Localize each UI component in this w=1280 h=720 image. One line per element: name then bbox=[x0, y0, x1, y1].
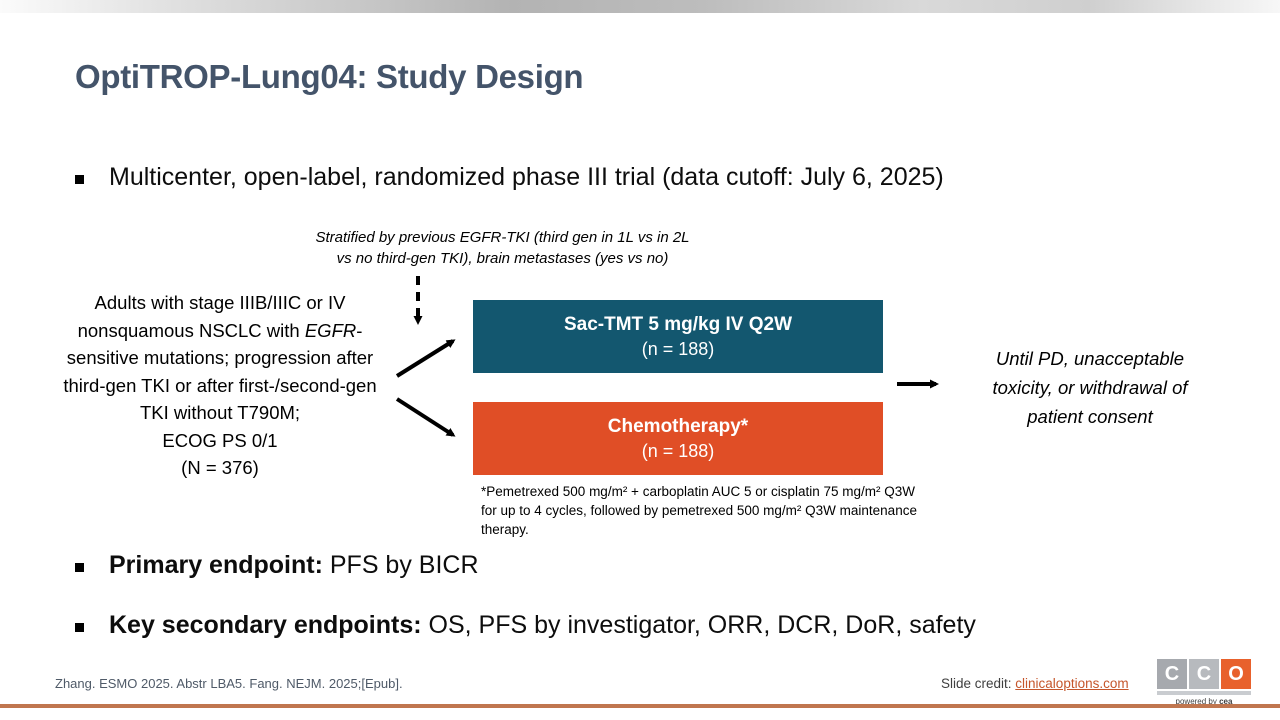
secondary-endpoints-value: OS, PFS by investigator, ORR, DCR, DoR, … bbox=[421, 611, 976, 639]
population-text-intro: Adults with stage IIIB/IIIC or IV nonsqu… bbox=[77, 292, 346, 341]
population-ecog: ECOG PS 0/1 bbox=[162, 429, 278, 451]
primary-endpoint-label: Primary endpoint: bbox=[109, 551, 323, 579]
arm-sac-tmt-label: Sac-TMT 5 mg/kg IV Q2W bbox=[563, 313, 793, 335]
secondary-endpoints-bullet: Key secondary endpoints: OS, PFS by inve… bbox=[75, 611, 976, 640]
randomize-arrow-bottom bbox=[395, 397, 456, 437]
cco-tagline-prefix: powered by bbox=[1175, 697, 1220, 706]
slide-credit-link[interactable]: clinicaloptions.com bbox=[1015, 676, 1129, 691]
cco-logo-letter-2: C bbox=[1189, 659, 1219, 689]
bullet-icon bbox=[75, 623, 84, 632]
primary-endpoint-bullet: Primary endpoint: PFS by BICR bbox=[75, 551, 479, 580]
chemotherapy-footnote: *Pemetrexed 500 mg/m² + carboplatin AUC … bbox=[481, 484, 917, 537]
intro-bullet: Multicenter, open-label, randomized phas… bbox=[75, 163, 944, 192]
slide-credit: Slide credit: clinicaloptions.com bbox=[941, 676, 1129, 691]
page-title: OptiTROP-Lung04: Study Design bbox=[75, 58, 584, 95]
cco-logo-base-bar bbox=[1157, 691, 1251, 695]
cco-logo-tagline: powered by cea bbox=[1157, 697, 1251, 706]
arm-chemotherapy-n: (n = 188) bbox=[641, 440, 715, 461]
bullet-icon bbox=[75, 563, 84, 572]
bullet-icon bbox=[75, 175, 84, 184]
randomize-arrow-top bbox=[395, 339, 456, 378]
arm-sac-tmt-box: Sac-TMT 5 mg/kg IV Q2W (n = 188) bbox=[473, 300, 883, 373]
cco-tagline-brand: cea bbox=[1219, 697, 1233, 706]
population-enrollment: (N = 376) bbox=[181, 457, 259, 478]
cco-logo: C C O powered by cea bbox=[1157, 659, 1253, 706]
population-gene: EGFR bbox=[304, 319, 357, 341]
cco-logo-letter-1: C bbox=[1157, 659, 1187, 689]
arm-sac-tmt-n: (n = 188) bbox=[641, 338, 715, 359]
arm-chemotherapy-label: Chemotherapy* bbox=[607, 415, 749, 437]
population-description: Adults with stage IIIB/IIIC or IV nonsqu… bbox=[60, 289, 380, 482]
bottom-accent-rule bbox=[0, 704, 1280, 708]
secondary-endpoints-text: Key secondary endpoints: OS, PFS by inve… bbox=[109, 611, 976, 640]
intro-bullet-text: Multicenter, open-label, randomized phas… bbox=[109, 163, 944, 191]
cco-logo-squares: C C O bbox=[1157, 659, 1253, 689]
treatment-duration-note: Until PD, unacceptable toxicity, or with… bbox=[992, 348, 1188, 427]
cco-logo-letter-3: O bbox=[1221, 659, 1251, 689]
top-gradient-bar bbox=[0, 0, 1280, 13]
stratification-note: Stratified by previous EGFR-TKI (third g… bbox=[315, 229, 690, 267]
arm-chemotherapy-box: Chemotherapy* (n = 188) bbox=[473, 402, 883, 475]
slide-credit-label: Slide credit: bbox=[941, 676, 1016, 691]
primary-endpoint-text: Primary endpoint: PFS by BICR bbox=[109, 551, 479, 580]
population-text-rest: -sensitive mutations; progression after … bbox=[63, 319, 377, 424]
primary-endpoint-value: PFS by BICR bbox=[322, 551, 479, 579]
secondary-endpoints-label: Key secondary endpoints: bbox=[109, 611, 422, 639]
citation: Zhang. ESMO 2025. Abstr LBA5. Fang. NEJM… bbox=[55, 676, 403, 691]
